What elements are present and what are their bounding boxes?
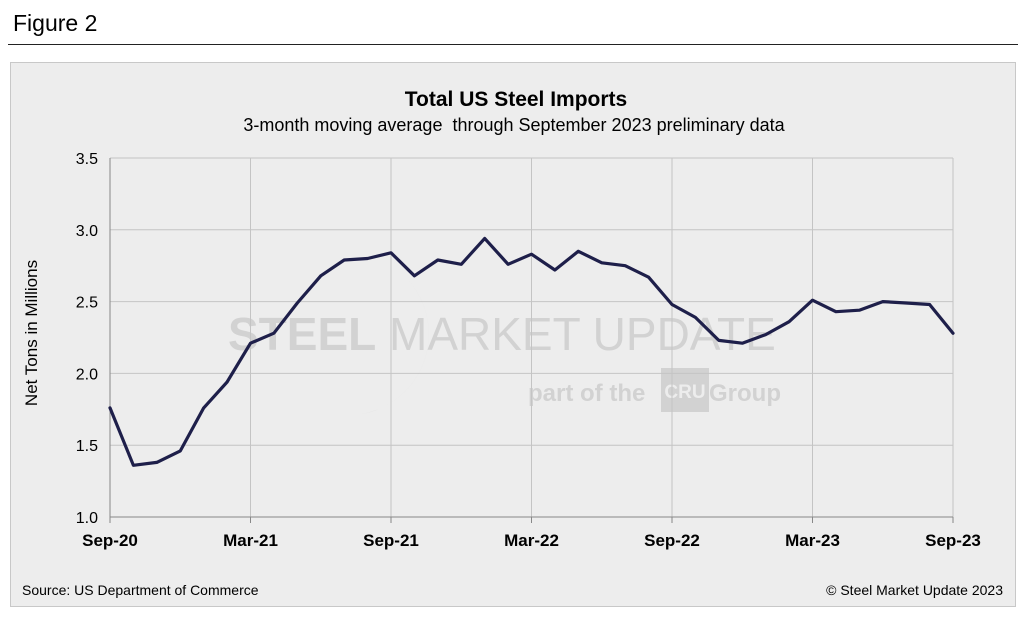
- data-point: [132, 464, 135, 467]
- x-tick-label: Mar-23: [785, 531, 840, 550]
- data-point: [928, 303, 931, 306]
- x-tick-label: Sep-21: [363, 531, 419, 550]
- x-tick-label: Mar-21: [223, 531, 278, 550]
- data-point: [741, 342, 744, 345]
- data-point: [834, 310, 838, 313]
- x-tick-labels: Sep-20 Mar-21 Sep-21 Mar-22 Sep-22 Mar-23 Sep-…: [82, 531, 981, 550]
- copyright-note: © Steel Market Update 2023: [826, 582, 1003, 598]
- watermark-text-line1: STEEL MARKET UPDATE: [228, 308, 776, 360]
- data-point: [717, 339, 721, 342]
- data-point: [881, 300, 884, 303]
- watermark-steel: STEEL: [228, 308, 376, 360]
- y-axis-label: Net Tons in Millions: [22, 260, 41, 406]
- data-point: [483, 237, 486, 240]
- data-point: [179, 449, 182, 453]
- watermark-text-line2: part of the: [528, 380, 645, 407]
- watermark-group: Group: [709, 380, 781, 407]
- data-point: [155, 461, 159, 464]
- data-point: [764, 333, 767, 336]
- y-tick-label: 2.5: [76, 295, 98, 312]
- gridlines: [109, 157, 954, 523]
- data-point: [553, 268, 557, 272]
- cru-logo-text: CRU: [664, 382, 705, 403]
- data-point: [787, 320, 791, 323]
- data-point: [811, 298, 814, 302]
- data-point: [694, 316, 697, 319]
- y-tick-label: 2.0: [76, 366, 98, 383]
- y-tick-labels: 1.0 1.5 2.0 2.5 3.0 3.5: [76, 151, 98, 527]
- data-point: [600, 261, 603, 265]
- data-point: [413, 274, 416, 277]
- data-point: [951, 331, 955, 335]
- data-point: [436, 258, 440, 262]
- figure-label: Figure 2: [13, 10, 98, 36]
- data-point: [342, 258, 346, 262]
- x-tick-label: Sep-22: [644, 531, 700, 550]
- data-point: [296, 301, 299, 305]
- data-point: [858, 309, 861, 312]
- data-point: [647, 275, 650, 279]
- cru-logo-box: [661, 368, 709, 412]
- data-point: [249, 342, 252, 345]
- chart-title: Total US Steel Imports: [405, 88, 627, 111]
- chart-subtitle: 3-month moving average through September…: [243, 115, 785, 135]
- data-point: [577, 250, 580, 253]
- data-point: [670, 303, 674, 306]
- figure-divider: [8, 44, 1018, 45]
- watermark-market-update: MARKET UPDATE: [376, 308, 776, 360]
- y-tick-label: 1.5: [76, 438, 98, 455]
- data-point: [904, 301, 908, 305]
- data-point: [366, 257, 369, 260]
- x-tick-label: Mar-22: [504, 531, 559, 550]
- x-tick-label: Sep-23: [925, 531, 981, 550]
- source-note: Source: US Department of Commerce: [22, 582, 259, 598]
- data-point: [623, 264, 627, 267]
- watermark: STEEL MARKET UPDATE part of the CRU Grou…: [228, 268, 781, 416]
- watermark-part-of: part of the: [528, 380, 645, 407]
- data-point: [319, 274, 322, 277]
- data-point: [225, 380, 229, 384]
- y-tick-label: 3.0: [76, 223, 98, 240]
- data-point: [460, 263, 463, 266]
- data-point: [530, 253, 533, 256]
- data-point: [202, 406, 205, 410]
- chart-panel: [10, 62, 1016, 607]
- data-point: [389, 251, 393, 254]
- x-tick-label: Sep-20: [82, 531, 138, 550]
- data-point: [506, 263, 510, 266]
- data-point: [272, 331, 276, 335]
- series-layer: [108, 236, 955, 467]
- y-tick-label: 3.5: [76, 151, 98, 168]
- y-tick-label: 1.0: [76, 510, 98, 527]
- data-point: [108, 406, 112, 410]
